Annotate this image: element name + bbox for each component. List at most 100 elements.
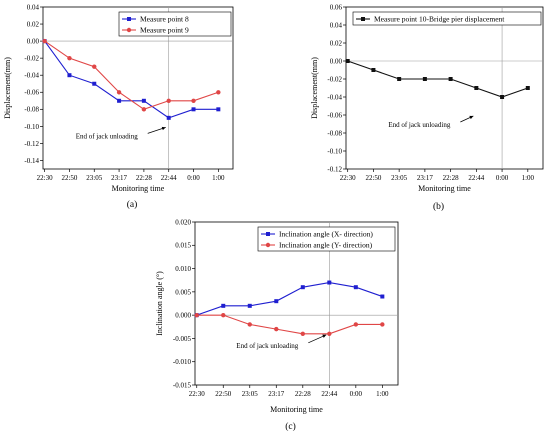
y-tick-label: -0.10 bbox=[24, 123, 39, 131]
x-tick-label: 23:17 bbox=[417, 174, 433, 182]
x-tick-label: 22:44 bbox=[161, 174, 177, 182]
series-measure-point-10-bridge-pier-displacement bbox=[345, 59, 530, 99]
x-axis-title: Monitoring time bbox=[112, 184, 165, 193]
annotation-text: End of jack unloading bbox=[388, 121, 451, 129]
data-point bbox=[274, 299, 279, 304]
legend-swatch-marker bbox=[361, 17, 365, 21]
y-tick-label: -0.14 bbox=[24, 157, 39, 165]
legend: Measure point 8 Measure point 9 bbox=[118, 11, 232, 37]
annotation-arrowhead bbox=[322, 334, 327, 338]
series-inclination-angle-x-direction bbox=[194, 280, 385, 318]
x-axis-title: Monitoring time bbox=[418, 184, 471, 193]
data-point bbox=[92, 64, 97, 69]
annotation-text: End of jack unloading bbox=[236, 342, 299, 350]
x-tick-label: 23:05 bbox=[391, 174, 407, 182]
x-axis-title: Monitoring time bbox=[270, 405, 323, 414]
y-tick-label: -0.04 bbox=[24, 72, 39, 80]
legend-swatch-marker bbox=[126, 27, 132, 33]
x-tick-label: 22:44 bbox=[468, 174, 484, 182]
data-point bbox=[92, 81, 97, 86]
data-point bbox=[141, 107, 147, 112]
x-tick-label: 22:28 bbox=[295, 390, 311, 398]
x-tick-label: 1:00 bbox=[522, 174, 535, 182]
x-tick-label: 22:30 bbox=[37, 174, 53, 182]
y-axis-title: Inclination angle (°) bbox=[155, 271, 164, 336]
data-point bbox=[166, 115, 171, 120]
legend-box bbox=[257, 226, 396, 252]
data-point bbox=[274, 326, 279, 332]
annotation-arrowhead bbox=[161, 126, 166, 131]
x-tick-label: 22:44 bbox=[321, 390, 337, 398]
y-tick-label: 0.04 bbox=[330, 21, 343, 29]
legend-swatch-marker bbox=[265, 242, 271, 248]
legend-label: Inclination angle (Y- direction) bbox=[279, 241, 373, 250]
y-tick-label: 0.020 bbox=[175, 218, 191, 226]
chart-a: 0.04 0.02 0.00 -0.02 -0.04 -0.06 -0.08 -0.10 -0.… bbox=[3, 3, 234, 210]
legend-box bbox=[118, 11, 232, 37]
data-point bbox=[216, 107, 221, 112]
data-point bbox=[422, 77, 427, 81]
series-line bbox=[196, 281, 383, 316]
data-point bbox=[247, 303, 252, 308]
legend-label: Measure point 8 bbox=[140, 15, 189, 24]
plot-frame bbox=[194, 221, 399, 386]
data-point bbox=[500, 95, 505, 99]
legend-label: Measure point 9 bbox=[140, 26, 189, 35]
data-point bbox=[221, 303, 226, 308]
legend: Inclination angle (X- direction) Inclinat… bbox=[257, 226, 396, 252]
y-tick-label: 0.015 bbox=[175, 242, 191, 250]
plot-frame bbox=[42, 6, 234, 170]
x-tick-label: 22:30 bbox=[189, 390, 205, 398]
data-point bbox=[327, 331, 332, 336]
legend-swatch-marker bbox=[266, 232, 270, 236]
x-tick-label: 22:28 bbox=[443, 174, 459, 182]
chart-b: 0.06 0.04 0.02 0.00 -0.02 -0.04 -0.06 -0.08 -0.1… bbox=[310, 3, 544, 212]
x-tick-label: 23:05 bbox=[86, 174, 102, 182]
plot-frame bbox=[345, 6, 544, 170]
x-tick-label: 22:30 bbox=[340, 174, 356, 182]
y-tick-label: -0.02 bbox=[24, 55, 39, 63]
annotation: End of jack unloading bbox=[388, 115, 474, 129]
annotation-arrowhead bbox=[469, 115, 474, 120]
data-point bbox=[300, 331, 305, 336]
y-tick-label: -0.12 bbox=[24, 140, 39, 148]
legend-label: Inclination angle (X- direction) bbox=[279, 230, 373, 239]
y-tick-label: -0.08 bbox=[327, 129, 342, 137]
series-measure-point-8 bbox=[42, 39, 221, 120]
data-point bbox=[525, 86, 530, 90]
y-tick-label: 0.04 bbox=[27, 3, 40, 11]
x-tick-label: 1:00 bbox=[212, 174, 225, 182]
y-tick-label: -0.010 bbox=[173, 358, 192, 366]
data-point bbox=[327, 280, 332, 285]
y-tick-label: 0.00 bbox=[27, 38, 40, 46]
data-point bbox=[67, 55, 72, 61]
legend-swatch-marker bbox=[127, 17, 131, 21]
x-tick-label: 0:00 bbox=[350, 390, 363, 398]
x-tick-label: 22:28 bbox=[136, 174, 152, 182]
y-tick-label: -0.10 bbox=[327, 147, 342, 155]
y-tick-label: 0.00 bbox=[330, 57, 343, 65]
y-tick-label: -0.02 bbox=[327, 75, 342, 83]
x-tick-label: 22:50 bbox=[61, 174, 77, 182]
data-point bbox=[345, 59, 350, 63]
data-point bbox=[141, 98, 146, 103]
y-tick-label: -0.005 bbox=[173, 335, 192, 343]
series-line bbox=[347, 60, 528, 98]
y-tick-label: -0.08 bbox=[24, 106, 39, 114]
data-point bbox=[116, 90, 122, 95]
series-line bbox=[44, 40, 219, 110]
data-point bbox=[397, 77, 402, 81]
data-point bbox=[216, 90, 221, 95]
series-line bbox=[196, 314, 383, 335]
data-point bbox=[300, 285, 305, 290]
y-tick-label: 0.005 bbox=[175, 288, 191, 296]
chart-caption: (c) bbox=[285, 421, 296, 432]
y-tick-label: -0.12 bbox=[327, 165, 342, 173]
legend-label: Measure point 10-Bridge pier displacemen… bbox=[374, 15, 505, 24]
data-point bbox=[194, 312, 199, 318]
data-point bbox=[380, 294, 385, 299]
data-point bbox=[353, 285, 358, 290]
x-tick-label: 23:17 bbox=[268, 390, 284, 398]
y-tick-label: 0.06 bbox=[330, 3, 343, 11]
x-tick-label: 0:00 bbox=[496, 174, 509, 182]
